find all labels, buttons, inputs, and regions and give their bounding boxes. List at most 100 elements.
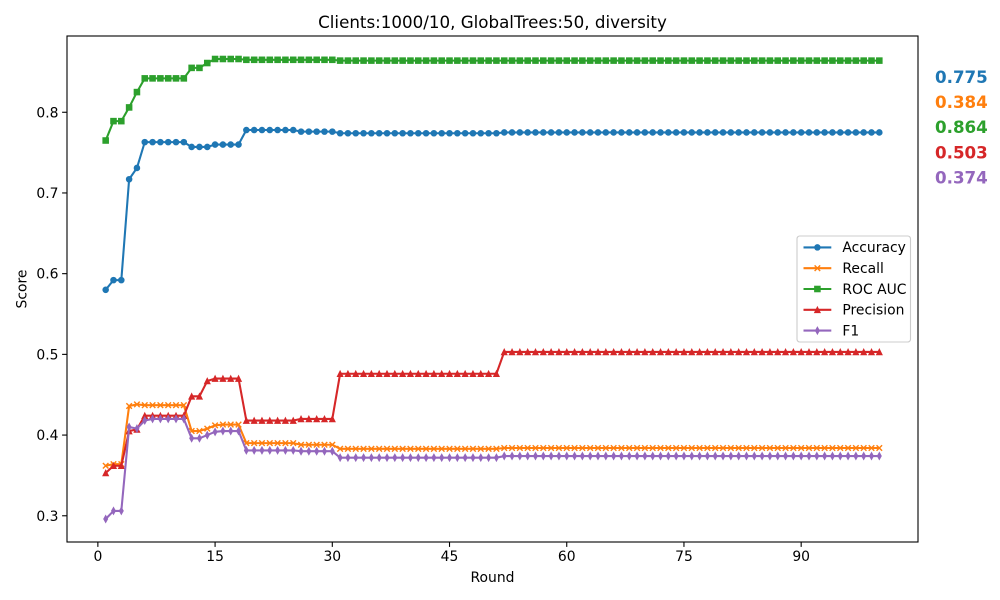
data-point-f1 xyxy=(595,451,601,461)
data-point-recall xyxy=(469,445,477,453)
data-point-accuracy xyxy=(672,129,680,136)
data-point-roc-auc xyxy=(797,57,805,64)
data-point-accuracy xyxy=(235,141,242,148)
data-point-recall xyxy=(844,444,852,452)
data-point-accuracy xyxy=(633,129,641,136)
data-point-recall xyxy=(696,444,703,452)
data-point-roc-auc xyxy=(766,57,774,64)
data-point-f1 xyxy=(704,451,710,461)
data-point-accuracy xyxy=(164,138,172,146)
series-line-precision xyxy=(104,350,881,475)
data-point-accuracy xyxy=(336,129,344,137)
legend-marker-accuracy xyxy=(814,244,821,251)
data-point-f1 xyxy=(431,453,437,463)
data-point-precision xyxy=(516,348,524,356)
data-point-recall xyxy=(266,439,274,447)
data-point-roc-auc xyxy=(813,57,821,64)
data-point-roc-auc xyxy=(289,56,297,64)
data-point-recall xyxy=(563,444,571,452)
data-point-accuracy xyxy=(313,128,320,135)
data-point-precision xyxy=(531,348,540,356)
data-point-accuracy xyxy=(461,129,469,137)
data-point-f1 xyxy=(618,451,624,461)
data-point-roc-auc xyxy=(243,56,250,64)
data-point-f1 xyxy=(454,453,460,463)
series-line-f1 xyxy=(104,417,881,521)
data-point-roc-auc xyxy=(657,57,664,64)
data-point-accuracy xyxy=(532,129,539,136)
data-point-roc-auc xyxy=(446,57,453,64)
data-point-precision xyxy=(195,392,204,400)
data-point-recall xyxy=(571,444,578,452)
data-point-accuracy xyxy=(797,129,805,136)
data-point-recall xyxy=(414,445,422,453)
data-point-accuracy xyxy=(657,129,664,136)
data-point-roc-auc xyxy=(258,56,266,64)
data-point-f1 xyxy=(407,453,413,463)
data-point-precision xyxy=(234,374,243,382)
data-point-precision xyxy=(789,348,797,356)
y-tick-label: 0.3 xyxy=(36,509,58,525)
data-point-recall xyxy=(790,444,797,452)
series-accuracy xyxy=(102,126,883,294)
data-point-recall xyxy=(876,444,883,452)
data-point-f1 xyxy=(337,453,343,463)
data-point-f1 xyxy=(384,453,390,463)
data-point-precision xyxy=(821,348,829,356)
data-point-roc-auc xyxy=(141,75,149,82)
data-point-accuracy xyxy=(665,129,672,136)
data-point-roc-auc xyxy=(336,57,344,64)
data-point-precision xyxy=(305,415,313,423)
data-point-roc-auc xyxy=(219,55,227,63)
data-point-recall xyxy=(829,444,836,452)
data-point-accuracy xyxy=(540,129,547,136)
data-point-precision xyxy=(328,415,336,423)
data-point-recall xyxy=(250,439,258,447)
data-point-recall xyxy=(344,445,352,453)
legend-label-precision: Precision xyxy=(842,303,904,319)
data-point-roc-auc xyxy=(407,57,414,64)
data-point-f1 xyxy=(181,414,187,424)
data-point-f1 xyxy=(751,451,757,461)
data-point-accuracy xyxy=(282,126,289,134)
data-point-precision xyxy=(289,416,297,424)
data-point-accuracy xyxy=(266,126,274,134)
data-point-roc-auc xyxy=(524,57,531,64)
data-point-f1 xyxy=(462,453,468,463)
data-point-accuracy xyxy=(743,129,750,136)
data-point-roc-auc xyxy=(836,57,844,64)
x-tick-label: 75 xyxy=(675,549,693,565)
data-point-accuracy xyxy=(766,129,774,136)
data-point-recall xyxy=(493,445,500,453)
data-point-roc-auc xyxy=(555,57,563,64)
data-point-f1 xyxy=(196,433,202,443)
data-point-f1 xyxy=(509,451,515,461)
data-point-accuracy xyxy=(758,129,766,136)
data-point-f1 xyxy=(572,451,578,461)
data-point-accuracy xyxy=(836,129,844,136)
data-point-recall xyxy=(868,444,875,452)
data-point-accuracy xyxy=(805,129,813,136)
data-point-roc-auc xyxy=(211,55,219,63)
data-point-accuracy xyxy=(860,129,867,136)
data-point-f1 xyxy=(212,427,218,437)
data-point-roc-auc xyxy=(532,57,539,64)
data-point-precision xyxy=(625,348,633,356)
data-point-f1 xyxy=(814,451,820,461)
y-tick-label: 0.6 xyxy=(36,267,58,283)
data-point-recall xyxy=(657,444,664,452)
data-point-precision xyxy=(359,369,368,378)
data-point-precision xyxy=(766,348,774,356)
data-point-precision xyxy=(242,416,250,424)
data-point-accuracy xyxy=(719,129,727,136)
data-point-f1 xyxy=(548,451,554,461)
data-point-accuracy xyxy=(422,129,430,137)
x-tick-label: 45 xyxy=(441,549,459,565)
data-point-precision xyxy=(617,348,626,356)
data-point-recall xyxy=(133,401,141,408)
data-point-roc-auc xyxy=(743,57,750,64)
data-point-accuracy xyxy=(118,276,125,284)
data-point-accuracy xyxy=(375,129,383,137)
data-point-f1 xyxy=(611,451,617,461)
